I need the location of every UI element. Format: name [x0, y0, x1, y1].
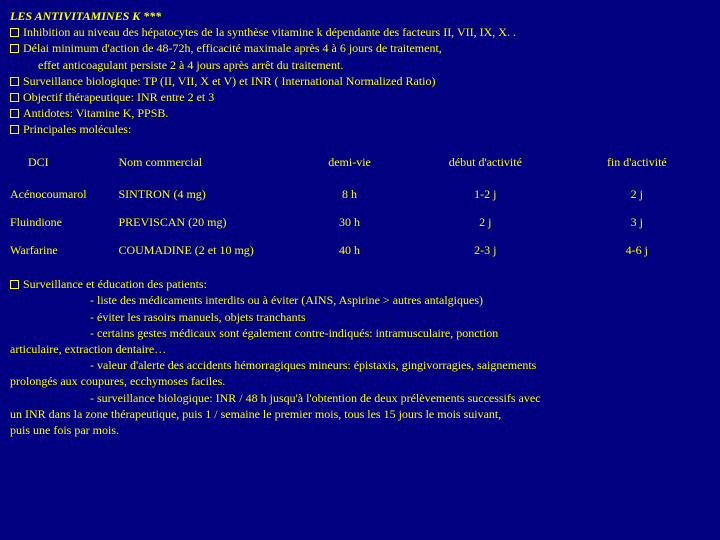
table-row: WarfarineCOUMADINE (2 et 10 mg)40 h2-3 j…	[10, 236, 710, 264]
col-demi-vie: demi-vie	[292, 148, 407, 180]
bullet-line: Principales molécules:	[10, 121, 710, 137]
lower-line: un INR dans la zone thérapeutique, puis …	[10, 406, 710, 422]
table-row: AcénocoumarolSINTRON (4 mg)8 h1-2 j2 j	[10, 180, 710, 208]
bullet-line: Inhibition au niveau des hépatocytes de …	[10, 24, 710, 40]
checkbox-icon	[10, 280, 19, 289]
lower-block: Surveillance et éducation des patients: …	[10, 276, 710, 438]
top-bullets: Inhibition au niveau des hépatocytes de …	[10, 24, 710, 137]
checkbox-icon	[10, 125, 19, 134]
col-dci: DCI	[10, 148, 114, 180]
bullet-text: Surveillance biologique: TP (II, VII, X …	[23, 74, 435, 88]
bullet-line: effet anticoagulant persiste 2 à 4 jours…	[38, 57, 710, 73]
table-cell: Warfarine	[10, 236, 114, 264]
table-header-row: DCI Nom commercial demi-vie début d'acti…	[10, 148, 710, 180]
bullet-text: Principales molécules:	[23, 122, 131, 136]
bullet-text: effet anticoagulant persiste 2 à 4 jours…	[38, 58, 343, 72]
checkbox-icon	[10, 28, 19, 37]
drug-table: DCI Nom commercial demi-vie début d'acti…	[10, 148, 710, 265]
table-cell: COUMADINE (2 et 10 mg)	[114, 236, 292, 264]
lower-line: articulaire, extraction dentaire…	[10, 341, 710, 357]
bullet-text: Objectif thérapeutique: INR entre 2 et 3	[23, 90, 214, 104]
bullet-line: Antidotes: Vitamine K, PPSB.	[10, 105, 710, 121]
checkbox-icon	[10, 77, 19, 86]
col-nom-commercial: Nom commercial	[114, 148, 292, 180]
col-debut-activite: début d'activité	[407, 148, 564, 180]
lower-line: prolongés aux coupures, ecchymoses facil…	[10, 373, 710, 389]
bullet-text: Inhibition au niveau des hépatocytes de …	[23, 25, 516, 39]
bullet-text: Antidotes: Vitamine K, PPSB.	[23, 106, 168, 120]
lower-line: - liste des médicaments interdits ou à é…	[90, 292, 710, 308]
table-row: FluindionePREVISCAN (20 mg)30 h2 j3 j	[10, 208, 710, 236]
table-cell: Fluindione	[10, 208, 114, 236]
lower-line: puis une fois par mois.	[10, 422, 710, 438]
table-cell: 2-3 j	[407, 236, 564, 264]
lower-line: - surveillance biologique: INR / 48 h ju…	[90, 390, 710, 406]
table-cell: 4-6 j	[564, 236, 710, 264]
table-cell: SINTRON (4 mg)	[114, 180, 292, 208]
lower-line: - certains gestes médicaux sont égalemen…	[90, 325, 710, 341]
table-cell: Acénocoumarol	[10, 180, 114, 208]
table-cell: 8 h	[292, 180, 407, 208]
table-cell: 2 j	[407, 208, 564, 236]
table-cell: 30 h	[292, 208, 407, 236]
lower-line: - éviter les rasoirs manuels, objets tra…	[90, 309, 710, 325]
bullet-text: Délai minimum d'action de 48-72h, effica…	[23, 41, 442, 55]
col-fin-activite: fin d'activité	[564, 148, 710, 180]
table-cell: 40 h	[292, 236, 407, 264]
lower-heading: Surveillance et éducation des patients:	[10, 276, 710, 292]
bullet-line: Délai minimum d'action de 48-72h, effica…	[10, 40, 710, 56]
checkbox-icon	[10, 109, 19, 118]
table-cell: 2 j	[564, 180, 710, 208]
table-cell: PREVISCAN (20 mg)	[114, 208, 292, 236]
page-title: LES ANTIVITAMINES K ***	[10, 8, 710, 24]
checkbox-icon	[10, 44, 19, 53]
checkbox-icon	[10, 93, 19, 102]
lower-line: - valeur d'alerte des accidents hémorrag…	[90, 357, 710, 373]
table-cell: 1-2 j	[407, 180, 564, 208]
bullet-line: Objectif thérapeutique: INR entre 2 et 3	[10, 89, 710, 105]
bullet-line: Surveillance biologique: TP (II, VII, X …	[10, 73, 710, 89]
table-cell: 3 j	[564, 208, 710, 236]
